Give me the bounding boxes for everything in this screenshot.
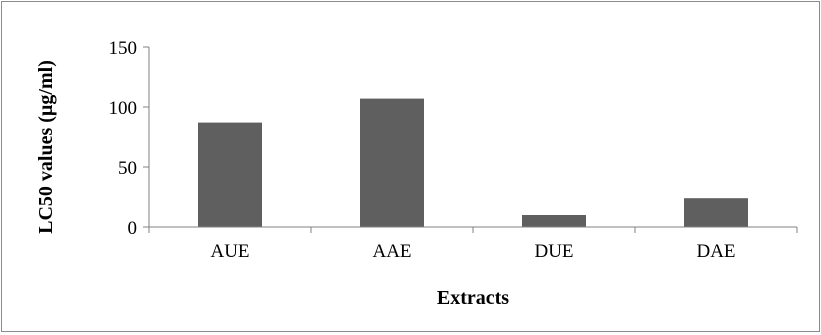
y-tick-label: 100 xyxy=(109,98,138,119)
x-tick-label: AAE xyxy=(372,241,411,262)
x-tick-label: AUE xyxy=(210,241,249,262)
x-tick-label: DUE xyxy=(534,241,573,262)
axes-group xyxy=(143,46,798,233)
bar-aue xyxy=(198,122,262,227)
x-axis-title: Extracts xyxy=(437,287,509,309)
bars-group xyxy=(198,98,748,227)
y-tick-label: 50 xyxy=(118,158,137,179)
y-axis-title: LC50 values (µg/ml) xyxy=(35,60,57,234)
bar-due xyxy=(522,215,586,227)
y-tick-label: 150 xyxy=(109,38,138,59)
ticks-group: AUE AAE DUE DAE 0 50 100 150 xyxy=(109,38,736,262)
bar-aae xyxy=(360,98,424,227)
y-tick-label: 0 xyxy=(128,218,138,239)
x-tick-label: DAE xyxy=(696,241,735,262)
bar-dae xyxy=(684,198,748,227)
